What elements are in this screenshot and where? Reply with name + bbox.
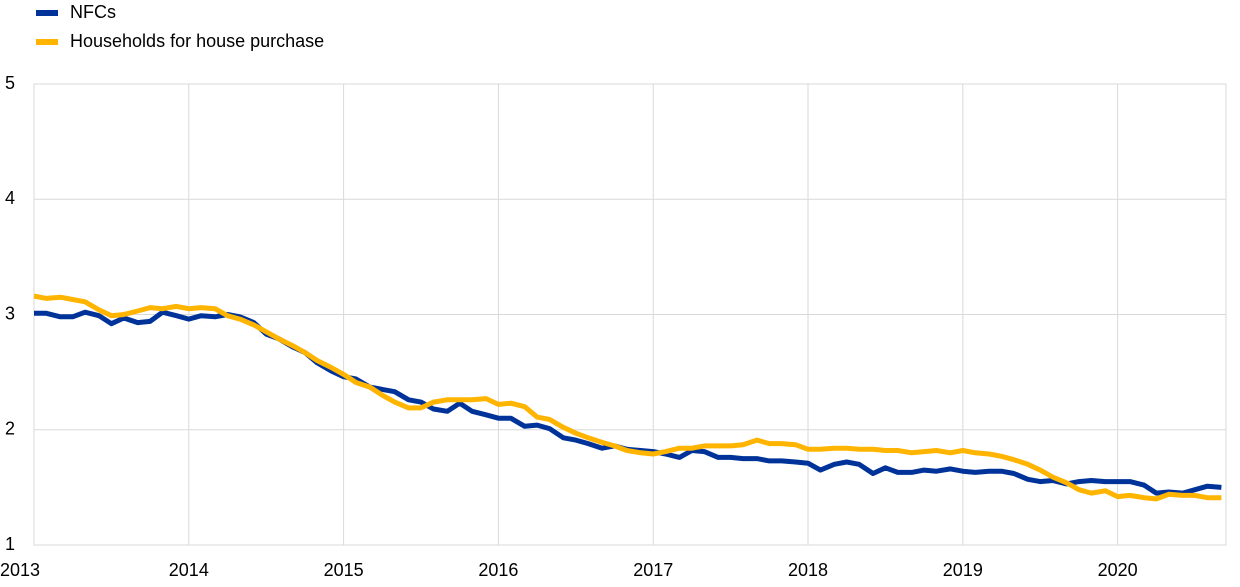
series-line [34,309,1222,496]
x-tick-label: 2016 [478,560,518,580]
x-tick-label: 2014 [169,560,209,580]
x-tick-label: 2019 [943,560,983,580]
legend-label: Households for house purchase [70,31,324,51]
x-tick-label: 2020 [1098,560,1138,580]
y-tick-label: 2 [5,419,15,439]
x-tick-label: 2013 [0,560,40,580]
x-tick-label: 2018 [788,560,828,580]
y-tick-label: 1 [5,534,15,554]
x-tick-label: 2015 [324,560,364,580]
y-tick-label: 3 [5,303,15,323]
y-tick-label: 5 [5,73,15,93]
series-line [33,293,1222,502]
y-tick-label: 4 [5,188,15,208]
x-tick-label: 2017 [633,560,673,580]
legend-label: NFCs [70,2,116,22]
